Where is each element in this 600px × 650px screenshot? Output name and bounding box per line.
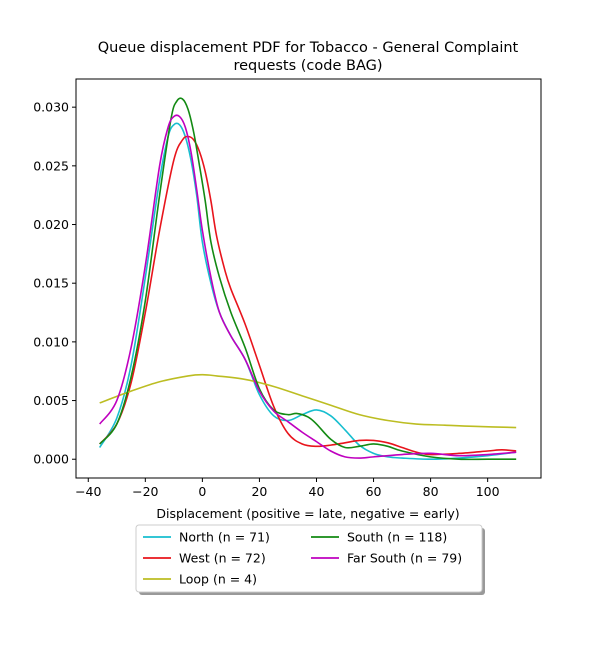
x-tick-label-4: 40	[309, 484, 325, 499]
y-tick-label-3: 0.015	[33, 276, 69, 291]
series-layer	[98, 97, 517, 461]
legend-label-4: Far South (n = 79)	[347, 551, 462, 566]
chart-title-line-2: requests (code BAG)	[233, 58, 382, 74]
x-tick-label-7: 100	[476, 484, 500, 499]
legend: North (n = 71) West (n = 72) Loop (n = 4) S…	[135, 524, 485, 595]
x-tick-label-5: 60	[366, 484, 382, 499]
x-axis-label: Displacement (positive = late, negative …	[156, 506, 459, 521]
legend-box	[135, 524, 483, 593]
y-tick-label-6: 0.030	[33, 100, 69, 115]
x-tick-label-2: 0	[198, 484, 206, 499]
series-line-4	[99, 114, 517, 459]
legend-entries: North (n = 71) West (n = 72) Loop (n = 4) S…	[143, 530, 462, 587]
x-tick-label-1: −20	[132, 484, 158, 499]
legend-label-3: South (n = 118)	[347, 530, 447, 545]
series-line-1	[99, 135, 517, 456]
x-tick-label-6: 80	[423, 484, 439, 499]
legend-label-2: Loop (n = 4)	[179, 572, 257, 587]
y-tick-label-0: 0.000	[33, 452, 69, 467]
series-line-2	[99, 373, 517, 429]
series-line-3	[99, 97, 517, 461]
chart-title-line-1: Queue displacement PDF for Tobacco - Gen…	[98, 40, 519, 56]
legend-label-1: West (n = 72)	[179, 551, 266, 566]
x-axis: −40 −20 0 20 40 60 80 100	[75, 478, 500, 499]
legend-label-0: North (n = 71)	[179, 530, 270, 545]
y-tick-label-4: 0.020	[33, 217, 69, 232]
y-axis: 0.000 0.005 0.010 0.015 0.020 0.025 0.030	[33, 100, 76, 467]
y-tick-label-1: 0.005	[33, 393, 69, 408]
y-tick-label-5: 0.025	[33, 158, 69, 173]
y-tick-label-2: 0.010	[33, 334, 69, 349]
x-tick-label-0: −40	[75, 484, 101, 499]
x-tick-label-3: 20	[251, 484, 267, 499]
plot-frame	[75, 78, 542, 479]
